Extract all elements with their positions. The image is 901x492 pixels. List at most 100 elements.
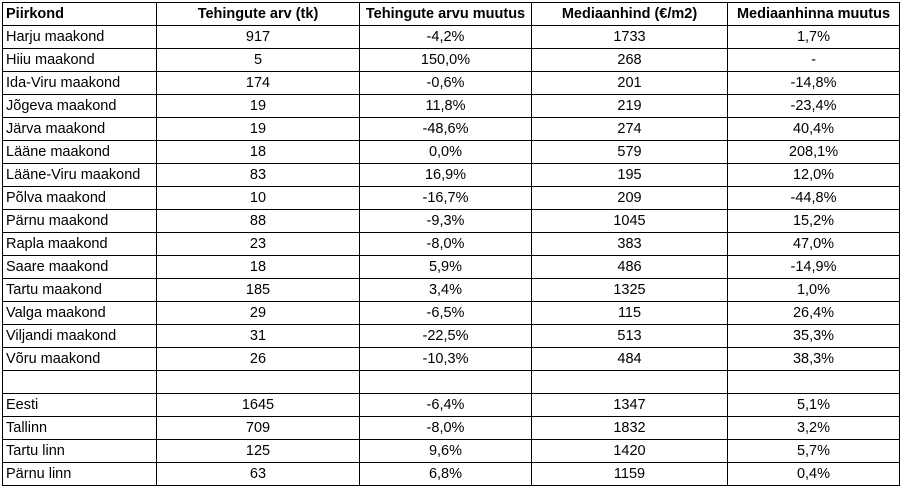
header-row: Piirkond Tehingute arv (tk) Tehingute arvu… [2, 2, 900, 26]
region-cell: Hiiu maakond [2, 48, 157, 72]
transaction-count-cell: 83 [156, 163, 360, 187]
median-price-header: Mediaanhind (€/m2) [531, 2, 728, 26]
median-price-cell: 1733 [531, 25, 728, 49]
transaction-count-cell: 185 [156, 278, 360, 302]
median-price-change-cell: 0,4% [727, 462, 900, 486]
transaction-count-cell: 1645 [156, 393, 360, 417]
transaction-change-cell: 3,4% [359, 278, 532, 302]
transaction-change-cell: 5,9% [359, 255, 532, 279]
transaction-change-cell: -10,3% [359, 347, 532, 371]
median-price-change-cell: - [727, 48, 900, 72]
region-cell: Ida-Viru maakond [2, 71, 157, 95]
table-row: Valga maakond 29 -6,5% 115 26,4% [2, 301, 900, 325]
median-price-change-cell: -14,8% [727, 71, 900, 95]
table-row: Hiiu maakond 5 150,0% 268- [2, 48, 900, 72]
median-price-cell: 219 [531, 94, 728, 118]
median-price-cell: 513 [531, 324, 728, 348]
region-cell: Harju maakond [2, 25, 157, 49]
region-cell: Pärnu linn [2, 462, 157, 486]
transaction-count-cell: 5 [156, 48, 360, 72]
transaction-change-cell: -48,6% [359, 117, 532, 141]
region-cell: Saare maakond [2, 255, 157, 279]
region-header: Piirkond [2, 2, 157, 26]
median-price-cell: 115 [531, 301, 728, 325]
table-row: Harju maakond 917 -4,2% 1733 1,7% [2, 25, 900, 49]
median-price-cell: 1347 [531, 393, 728, 417]
median-price-cell: 274 [531, 117, 728, 141]
median-price-cell: 383 [531, 232, 728, 256]
transaction-count-cell: 709 [156, 416, 360, 440]
median-price-cell: 484 [531, 347, 728, 371]
transaction-change-cell: -6,4% [359, 393, 532, 417]
table-row: Eesti 1645 -6,4% 1347 5,1% [2, 393, 900, 417]
table-row: Tartu linn 125 9,6% 1420 5,7% [2, 439, 900, 463]
region-cell: Rapla maakond [2, 232, 157, 256]
empty-cell [359, 370, 532, 394]
table-row: Järva maakond 19 -48,6% 274 40,4% [2, 117, 900, 141]
median-price-change-cell: -23,4% [727, 94, 900, 118]
median-price-change-cell: 47,0% [727, 232, 900, 256]
median-price-change-cell: 38,3% [727, 347, 900, 371]
region-cell: Tartu linn [2, 439, 157, 463]
transaction-count-cell: 23 [156, 232, 360, 256]
transaction-count-cell: 88 [156, 209, 360, 233]
region-cell: Lääne maakond [2, 140, 157, 164]
transaction-change-cell: -0,6% [359, 71, 532, 95]
region-cell: Eesti [2, 393, 157, 417]
table-header: Piirkond Tehingute arv (tk) Tehingute arvu… [2, 2, 900, 26]
median-price-change-header: Mediaanhinna muutus [727, 2, 900, 26]
transaction-change-header: Tehingute arvu muutus [359, 2, 532, 26]
median-price-cell: 1325 [531, 278, 728, 302]
median-price-change-cell: 12,0% [727, 163, 900, 187]
median-price-cell: 1045 [531, 209, 728, 233]
transaction-count-cell: 917 [156, 25, 360, 49]
median-price-cell: 1832 [531, 416, 728, 440]
region-cell: Pärnu maakond [2, 209, 157, 233]
transaction-change-cell: 150,0% [359, 48, 532, 72]
median-price-change-cell: -44,8% [727, 186, 900, 210]
transaction-count-cell: 125 [156, 439, 360, 463]
transaction-change-cell: 0,0% [359, 140, 532, 164]
transaction-change-cell: -9,3% [359, 209, 532, 233]
transaction-count-cell: 31 [156, 324, 360, 348]
median-price-cell: 1159 [531, 462, 728, 486]
transaction-count-cell: 18 [156, 255, 360, 279]
table-row: Võru maakond 26 -10,3% 484 38,3% [2, 347, 900, 371]
table-row: Põlva maakond 10 -16,7% 209 -44,8% [2, 186, 900, 210]
transaction-change-cell: 11,8% [359, 94, 532, 118]
transaction-count-cell: 19 [156, 94, 360, 118]
transaction-count-cell: 26 [156, 347, 360, 371]
median-price-change-cell: 1,0% [727, 278, 900, 302]
empty-cell [531, 370, 728, 394]
median-price-change-cell: 15,2% [727, 209, 900, 233]
transaction-change-cell: -8,0% [359, 416, 532, 440]
median-price-cell: 486 [531, 255, 728, 279]
transaction-count-cell: 10 [156, 186, 360, 210]
table-row: Pärnu linn 63 6,8% 1159 0,4% [2, 462, 900, 486]
median-price-cell: 268 [531, 48, 728, 72]
table-row: Saare maakond 18 5,9% 486 -14,9% [2, 255, 900, 279]
table-row: Lääne maakond 18 0,0% 579 208,1% [2, 140, 900, 164]
table-row: Rapla maakond 23 -8,0% 383 47,0% [2, 232, 900, 256]
transaction-change-cell: 16,9% [359, 163, 532, 187]
empty-cell [2, 370, 157, 394]
median-price-change-cell: 5,7% [727, 439, 900, 463]
median-price-change-cell: 1,7% [727, 25, 900, 49]
median-price-cell: 195 [531, 163, 728, 187]
table-body: Harju maakond 917 -4,2% 1733 1,7% Hiiu maakon… [2, 25, 900, 486]
median-price-change-cell: 5,1% [727, 393, 900, 417]
transaction-count-cell: 19 [156, 117, 360, 141]
median-price-change-cell: 40,4% [727, 117, 900, 141]
table-row: Pärnu maakond 88 -9,3% 1045 15,2% [2, 209, 900, 233]
transaction-change-cell: 6,8% [359, 462, 532, 486]
region-cell: Tartu maakond [2, 278, 157, 302]
empty-cell [727, 370, 900, 394]
transaction-count-cell: 63 [156, 462, 360, 486]
region-cell: Jõgeva maakond [2, 94, 157, 118]
transaction-count-cell: 174 [156, 71, 360, 95]
transaction-change-cell: -4,2% [359, 25, 532, 49]
region-cell: Võru maakond [2, 347, 157, 371]
median-price-cell: 209 [531, 186, 728, 210]
median-price-cell: 579 [531, 140, 728, 164]
median-price-cell: 1420 [531, 439, 728, 463]
